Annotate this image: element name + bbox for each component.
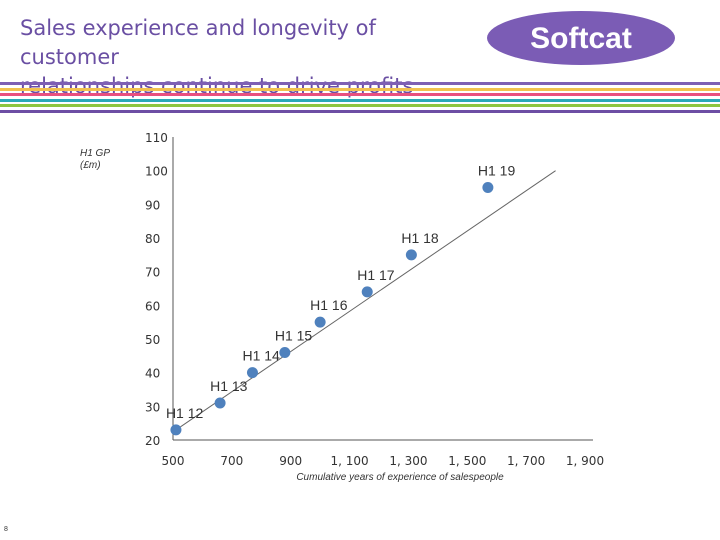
stripe [0,104,720,107]
x-tick-label: 1, 100 [330,454,368,468]
data-point [482,182,494,193]
data-point [405,249,417,261]
y-tick-label: 90 [145,198,160,212]
point-label: H1 17 [357,267,395,283]
x-tick-labels: 500 700 900 1, 100 1, 300 1, 500 1, 700 1, 900 [162,454,605,468]
x-tick-label: 1, 900 [566,454,604,468]
trendline [175,170,556,431]
y-tick-label: 60 [145,299,160,313]
data-point [361,286,373,298]
logo-text: Softcat [530,22,632,55]
y-axis-title-line-2: (£m) [80,160,101,171]
data-point [314,316,326,328]
x-tick-label: 900 [279,454,302,468]
point-labels: H1 12 H1 13 H1 14 H1 15 H1 16 H1 17 H1 18 H1 19 [166,163,516,421]
softcat-logo: Softcat [487,11,675,65]
y-tick-label: 30 [145,400,160,414]
slide-title-line-1: Sales experience and longevity of custom… [20,16,376,69]
stripe [0,109,720,113]
x-axis-title: Cumulative years of experience of salesp… [296,472,504,483]
data-point [246,367,258,379]
x-tick-label: 700 [220,454,243,468]
stripe [0,87,720,91]
y-axis-title-line-1: H1 GP [80,148,110,159]
logo-ellipse [487,11,675,65]
y-tick-labels: 20 30 40 50 60 70 80 90 100 110 [145,131,168,448]
point-label: H1 12 [166,405,204,421]
y-tick-label: 110 [145,131,168,145]
data-points [170,182,494,436]
point-label: H1 18 [401,230,439,246]
x-tick-label: 1, 500 [448,454,486,468]
point-label: H1 13 [210,378,248,394]
point-label: H1 15 [275,327,313,343]
stripe [0,82,720,85]
decorative-stripes [0,82,720,114]
stripe [0,93,720,96]
x-tick-label: 1, 700 [507,454,545,468]
data-point [170,424,182,436]
page-number: 8 [4,526,8,533]
data-point [214,397,226,409]
y-tick-label: 50 [145,333,160,347]
x-tick-label: 1, 300 [389,454,427,468]
y-tick-label: 100 [145,165,168,179]
y-tick-label: 80 [145,232,160,246]
point-label: H1 19 [478,163,516,179]
y-tick-label: 70 [145,266,160,280]
data-point [279,346,291,358]
x-tick-label: 500 [162,454,185,468]
y-tick-label: 40 [145,367,160,381]
y-tick-label: 20 [145,434,160,448]
point-label: H1 16 [310,297,348,313]
point-label: H1 14 [242,348,280,364]
stripe [0,98,720,102]
